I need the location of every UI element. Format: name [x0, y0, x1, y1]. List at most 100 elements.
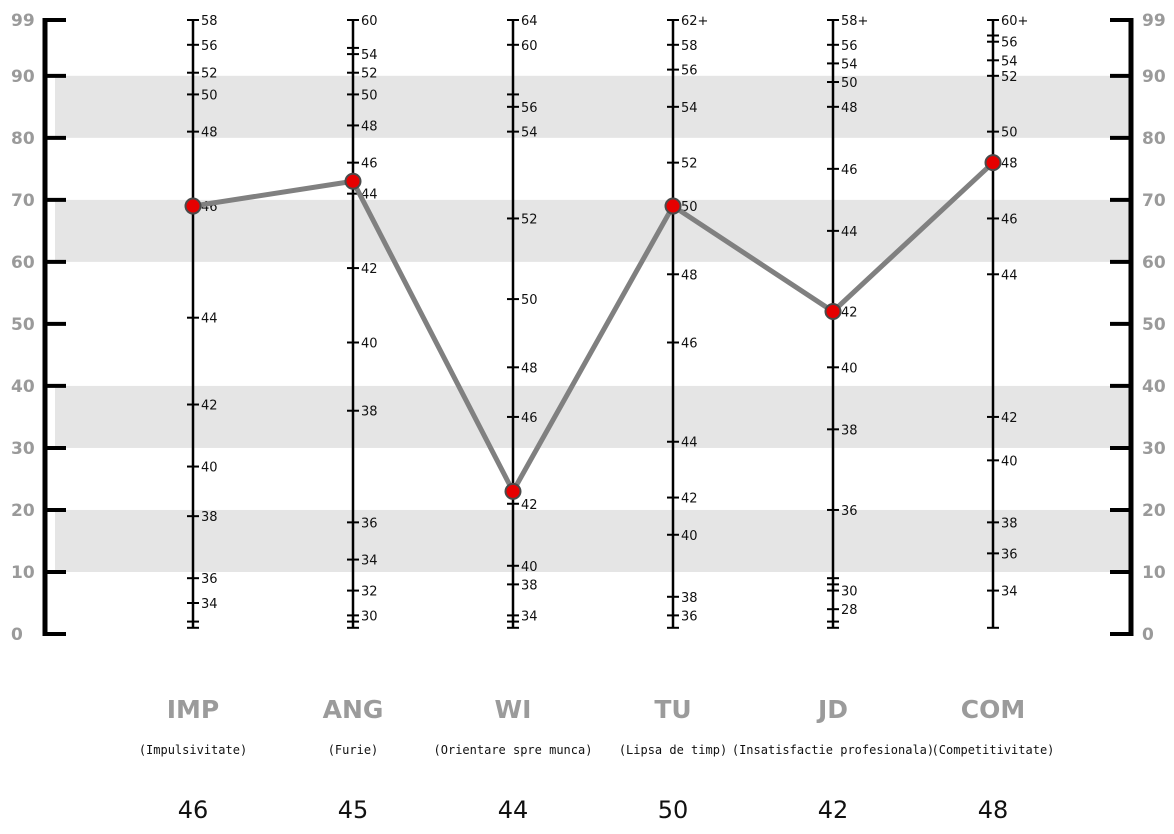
category-score-com: 48: [978, 796, 1009, 824]
axis-jd-tick-label: 30: [841, 585, 858, 600]
axis-wi-tick-label: 34: [521, 609, 538, 624]
axis-tu-tick-label: 56: [681, 64, 698, 79]
axis-jd-tick-label: 40: [841, 361, 858, 376]
category-code-jd: JD: [816, 695, 848, 724]
axis-ang-tick-label: 52: [361, 67, 378, 82]
axis-wi-tick-label: 54: [521, 126, 538, 141]
profile-line-group: [184, 154, 1002, 500]
axis-wi-tick-label: 42: [521, 498, 538, 513]
axis-wi-tick-label: 40: [521, 560, 538, 575]
axis-jd-tick-label: 46: [841, 163, 858, 178]
marker-com: [984, 154, 1002, 172]
axis-jd-tick-label: 48: [841, 101, 858, 116]
axis-com-tick-label: 48: [1001, 157, 1018, 172]
right-scale-tick-label: 40: [1142, 377, 1166, 397]
axis-imp-tick-label: 36: [201, 572, 218, 587]
axis-ang-tick-label: 34: [361, 554, 378, 569]
axis-tu-tick-label: 42: [681, 492, 698, 507]
left-scale-tick-label: 10: [11, 563, 35, 583]
right-scale-tick-label: 0: [1142, 625, 1154, 645]
category-score-jd: 42: [818, 796, 849, 824]
axis-tu-tick-label: 40: [681, 529, 698, 544]
axis-com-tick-label: 46: [1001, 212, 1018, 227]
axis-jd-tick-label: 38: [841, 423, 858, 438]
axis-tu-tick-label: 38: [681, 591, 698, 606]
left-scale-tick-label: 80: [11, 129, 35, 149]
axis-jd-tick-label: 36: [841, 504, 858, 519]
axis-wi-tick-label: 48: [521, 361, 538, 376]
right-scale-tick-label: 60: [1142, 253, 1166, 273]
category-score-tu: 50: [658, 796, 689, 824]
axis-com-tick-label: 36: [1001, 547, 1018, 562]
right-scale-tick-label: 80: [1142, 129, 1166, 149]
axis-com-tick-label: 56: [1001, 36, 1018, 51]
left-scale-tick-label: 50: [11, 315, 35, 335]
axis-ang-tick-label: 60: [361, 14, 378, 29]
axis-com-tick-label: 44: [1001, 268, 1018, 283]
axis-imp-tick-label: 52: [201, 67, 218, 82]
axis-wi-tick-label: 64: [521, 14, 538, 29]
axis-imp-tick-label: 42: [201, 399, 218, 414]
axis-tu-tick-label: 54: [681, 101, 698, 116]
axis-tu-tick-label: 46: [681, 337, 698, 352]
marker-jd: [824, 302, 842, 320]
axis-ang-tick-label: 42: [361, 262, 378, 277]
right-scale-tick-label: 10: [1142, 563, 1166, 583]
category-axes: 58 56 52 50 48 46 44 42 40 38 36 34 60 54 52 50 48 46 44 42…: [187, 14, 1028, 629]
axis-tu-tick-label: 36: [681, 609, 698, 624]
marker-ang: [344, 172, 362, 190]
axis-com-tick-label: 60+: [1001, 14, 1028, 29]
category-score-imp: 46: [178, 796, 209, 824]
left-percentile-scale: 0 10 20 30 40 50 60 70 80 90 99: [11, 11, 66, 645]
axis-ang-tick-label: 40: [361, 337, 378, 352]
axis-imp-tick-label: 34: [201, 597, 218, 612]
axis-imp-tick-label: 44: [201, 312, 218, 327]
axis-ang-tick-label: 38: [361, 405, 378, 420]
category-code-imp: IMP: [167, 695, 220, 724]
category-code-ang: ANG: [323, 695, 384, 724]
axis-tu-tick-label: 58: [681, 39, 698, 54]
right-scale-tick-label: 20: [1142, 501, 1166, 521]
category-description-tu: (Lipsa de timp): [619, 743, 727, 757]
category-code-wi: WI: [495, 695, 532, 724]
axis-ang-tick-label: 50: [361, 88, 378, 103]
category-score-ang: 45: [338, 796, 369, 824]
profile-line: [192, 160, 995, 494]
marker-tu: [664, 197, 682, 215]
shaded-band: [55, 75, 1132, 138]
left-scale-tick-label: 40: [11, 377, 35, 397]
axis-imp-tick-label: 40: [201, 461, 218, 476]
left-scale-tick-label: 30: [11, 439, 35, 459]
axis-ang-tick-label: 54: [361, 48, 378, 63]
right-scale-tick-label: 30: [1142, 439, 1166, 459]
axis-wi-tick-label: 50: [521, 293, 538, 308]
axis-com-tick-label: 34: [1001, 585, 1018, 600]
axis-wi-tick-label: 46: [521, 411, 538, 426]
category-description-wi: (Orientare spre munca): [434, 743, 593, 757]
shaded-band: [55, 199, 1132, 262]
axis-tu-tick-label: 48: [681, 268, 698, 283]
axis-jd-tick-label: 28: [841, 603, 858, 618]
axis-wi-tick-label: 52: [521, 212, 538, 227]
shaded-band: [55, 385, 1132, 448]
left-scale-tick-label: 90: [11, 67, 35, 87]
axis-wi-tick-label: 60: [521, 39, 538, 54]
right-scale-tick-label: 99: [1142, 11, 1166, 31]
category-description-imp: (Impulsivitate): [139, 743, 247, 757]
axis-tu-tick-label: 44: [681, 436, 698, 451]
right-scale-tick-label: 50: [1142, 315, 1166, 335]
axis-jd-tick-label: 56: [841, 39, 858, 54]
left-scale-tick-label: 70: [11, 191, 35, 211]
marker-imp: [184, 197, 202, 215]
axis-imp-tick-label: 38: [201, 510, 218, 525]
axis-jd-tick-label: 58+: [841, 14, 868, 29]
shaded-bands: [55, 75, 1132, 572]
axis-ang-tick-label: 36: [361, 516, 378, 531]
axis-com-tick-label: 40: [1001, 454, 1018, 469]
left-scale-tick-label: 0: [11, 625, 23, 645]
left-scale-tick-label: 99: [11, 11, 35, 31]
axis-ang-tick-label: 32: [361, 585, 378, 600]
category-code-tu: TU: [654, 695, 691, 724]
axis-jd-tick-label: 42: [841, 305, 858, 320]
